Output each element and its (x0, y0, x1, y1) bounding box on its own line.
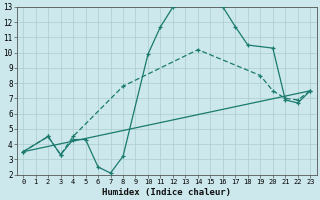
X-axis label: Humidex (Indice chaleur): Humidex (Indice chaleur) (102, 188, 231, 197)
